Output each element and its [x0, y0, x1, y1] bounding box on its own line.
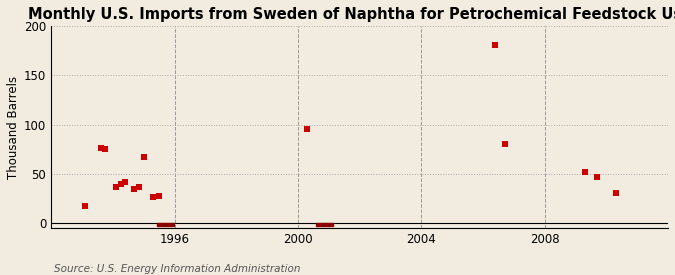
Point	[154, 193, 165, 198]
Point	[129, 186, 140, 191]
Point	[120, 180, 131, 184]
Point	[80, 204, 90, 209]
Point	[592, 175, 603, 179]
Point	[610, 191, 621, 195]
Point	[134, 185, 144, 189]
Title: Monthly U.S. Imports from Sweden of Naphtha for Petrochemical Feedstock Use: Monthly U.S. Imports from Sweden of Naph…	[28, 7, 675, 22]
Y-axis label: Thousand Barrels: Thousand Barrels	[7, 75, 20, 178]
Point	[115, 182, 126, 186]
Point	[579, 170, 590, 174]
Point	[111, 185, 122, 189]
Point	[100, 147, 111, 152]
Bar	[157, 223, 174, 226]
Point	[148, 194, 159, 199]
Point	[302, 126, 313, 131]
Text: Source: U.S. Energy Information Administration: Source: U.S. Energy Information Administ…	[54, 264, 300, 274]
Point	[490, 42, 501, 47]
Point	[500, 142, 510, 147]
Bar	[316, 223, 333, 226]
Point	[95, 146, 106, 150]
Point	[138, 155, 149, 159]
